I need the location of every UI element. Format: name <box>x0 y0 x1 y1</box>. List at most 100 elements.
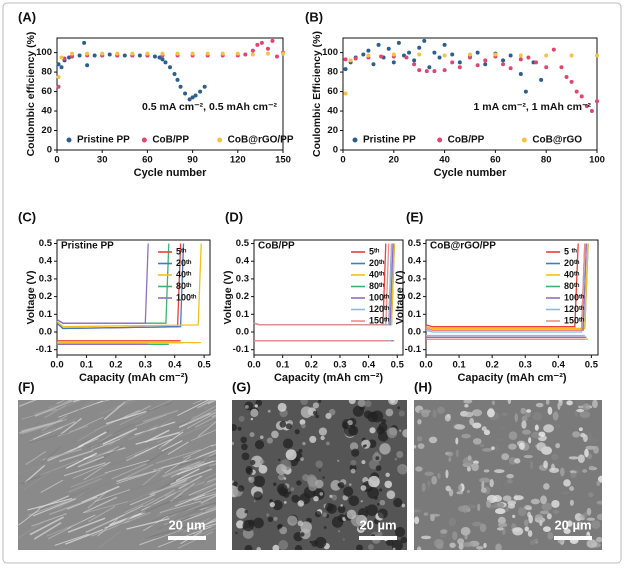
texture <box>135 431 180 445</box>
data-point <box>205 51 210 56</box>
x-tick-label: 0.4 <box>362 360 376 371</box>
data-point <box>523 89 528 94</box>
texture <box>177 454 216 467</box>
x-tick-label: 120 <box>230 155 246 166</box>
texture <box>18 400 38 407</box>
texture <box>349 442 359 451</box>
data-point <box>259 40 264 45</box>
texture <box>90 433 112 448</box>
data-point <box>442 68 447 73</box>
texture <box>568 456 579 460</box>
texture <box>508 443 517 450</box>
texture <box>348 400 356 405</box>
y-tick-label: 0.2 <box>39 291 52 302</box>
texture <box>342 422 349 430</box>
texture <box>552 509 560 514</box>
data-point <box>160 57 165 62</box>
data-line <box>425 243 586 340</box>
texture <box>260 435 264 439</box>
data-point <box>250 52 255 57</box>
texture <box>479 477 491 483</box>
legend-label: Pristine PP <box>77 135 130 146</box>
sem-image: 20 µm <box>232 400 407 550</box>
texture <box>569 499 574 506</box>
data-point <box>424 69 429 74</box>
data-point <box>551 47 556 52</box>
texture <box>244 510 248 514</box>
texture <box>102 427 138 445</box>
data-point <box>187 97 192 102</box>
texture <box>129 489 156 503</box>
texture <box>149 416 174 434</box>
data-point <box>391 60 396 65</box>
legend-label: CoB@rGO <box>532 135 582 146</box>
x-tick-label: 0.5 <box>585 360 599 371</box>
sem-image: 20 µm <box>18 400 216 550</box>
texture <box>302 474 310 482</box>
texture <box>193 502 216 511</box>
texture <box>448 517 457 527</box>
texture <box>528 437 532 444</box>
sem-texture <box>232 400 407 550</box>
texture <box>18 508 40 526</box>
texture <box>278 524 282 529</box>
data-point <box>468 52 472 57</box>
texture <box>242 528 254 539</box>
data-point <box>178 84 183 89</box>
texture <box>512 527 524 536</box>
texture <box>208 462 216 467</box>
texture <box>498 426 509 431</box>
texture <box>278 540 289 550</box>
texture <box>595 536 602 543</box>
texture <box>445 485 451 492</box>
texture <box>350 519 355 523</box>
data-point <box>274 54 279 59</box>
data-point <box>432 69 437 74</box>
texture <box>203 401 216 410</box>
texture <box>570 470 577 474</box>
data-point <box>255 42 260 47</box>
legend-label: 100ᵗʰ <box>564 292 585 302</box>
texture <box>308 482 317 492</box>
texture <box>464 535 468 540</box>
data-point <box>544 65 549 70</box>
data-point <box>265 51 270 56</box>
data-line <box>253 243 390 342</box>
data-point <box>475 50 480 55</box>
texture <box>110 505 144 522</box>
texture <box>546 513 552 520</box>
texture <box>543 424 554 433</box>
x-tick-label: 0.2 <box>109 360 122 371</box>
texture <box>111 463 147 480</box>
texture <box>194 493 216 502</box>
data-point <box>190 51 195 56</box>
legend-label: 40ᵗʰ <box>176 269 192 279</box>
texture <box>190 405 216 421</box>
texture <box>279 526 288 535</box>
texture <box>337 530 341 533</box>
texture <box>479 443 485 448</box>
x-axis-label: Capacity (mAh cm⁻²) <box>457 372 566 384</box>
texture <box>18 521 44 539</box>
texture <box>50 417 77 433</box>
texture <box>159 500 202 513</box>
data-point <box>130 51 135 56</box>
texture <box>493 502 505 508</box>
texture <box>179 454 201 468</box>
texture <box>323 526 327 529</box>
texture <box>313 496 319 502</box>
texture <box>423 512 429 516</box>
texture <box>240 436 247 444</box>
texture <box>461 433 471 439</box>
texture <box>322 512 328 518</box>
texture <box>24 464 46 484</box>
data-point <box>235 51 240 56</box>
texture <box>192 499 216 511</box>
x-axis-label: Cycle number <box>434 167 507 179</box>
data-point <box>518 72 523 77</box>
data-point <box>250 48 255 53</box>
data-point <box>379 54 384 59</box>
y-tick-label: 0.3 <box>236 273 249 284</box>
texture <box>521 429 531 435</box>
texture <box>495 543 502 550</box>
